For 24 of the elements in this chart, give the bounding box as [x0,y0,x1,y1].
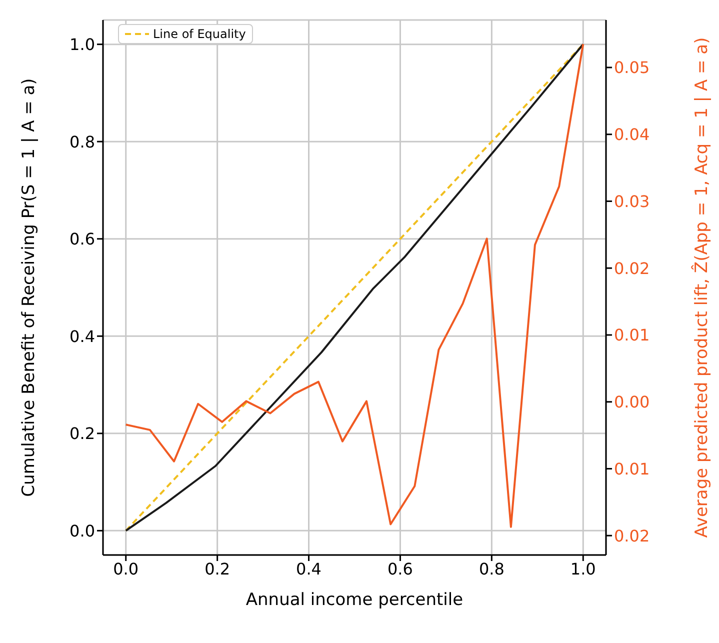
y2-tick-label: 0.04 [614,125,650,144]
x-axis-title: Annual income percentile [246,590,464,610]
y2-tick-label: 0.01 [614,459,650,478]
x-tick-label: 0.6 [388,559,413,578]
y-tick-label: 0.2 [70,424,95,444]
legend-label: Line of Equality [153,27,246,41]
y2-tick-label: 0.02 [614,258,650,278]
x-tick-label: 0.8 [478,559,504,578]
y2-tick-label: 0.02 [614,526,650,546]
x-tick-label: 1.0 [570,559,596,578]
y-tick-label: 0.0 [70,521,95,540]
y-tick-label: 1.0 [70,35,95,54]
y2-tick-label: 0.00 [614,392,650,412]
y-axis-title: Cumulative Benefit of Receiving Pr(S = 1 | A = a) [19,78,40,497]
y2-tick-label: 0.01 [614,326,650,345]
y2-tick-label: 0.05 [614,58,650,78]
x-tick-label: 0.0 [113,559,139,578]
y-tick-label: 0.4 [70,326,95,346]
y2-tick-label: 0.03 [614,192,650,211]
x-tick-label: 0.4 [296,559,322,578]
y2-axis-title: Average predicted product lift, Ẑ(App = 1, Acq = 1 | A = a) [691,37,712,538]
x-tick-label: 0.2 [204,559,230,578]
y-tick-label: 0.6 [70,230,95,249]
y-tick-label: 0.8 [70,132,95,152]
